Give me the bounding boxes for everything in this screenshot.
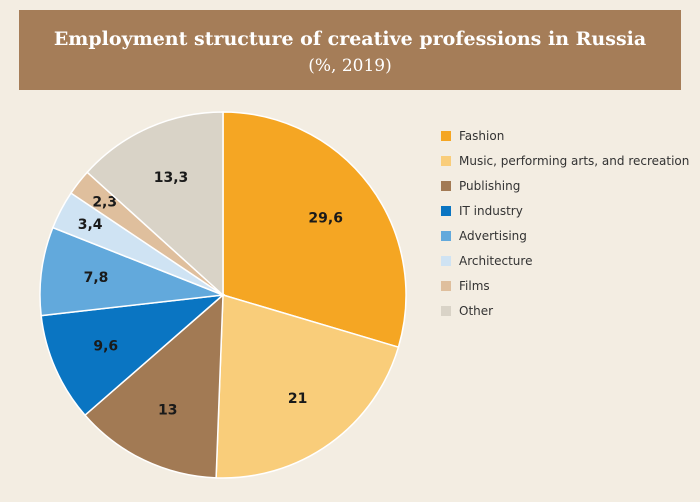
legend-label: Other [459,303,494,318]
chart-subtitle: (%, 2019) [308,56,392,76]
legend-item-publishing: Publishing [441,173,689,198]
legend-item-architecture: Architecture [441,248,689,273]
legend-swatch [441,205,451,216]
legend-swatch [441,180,451,191]
pie-slice-publishing [83,293,224,479]
legend-swatch [441,305,451,316]
legend-item-fashion: Fashion [441,123,689,148]
chart-header: Employment structure of creative profess… [19,10,681,90]
legend-item-music-performing-arts-and-recreation: Music, performing arts, and recreation [441,148,689,173]
data-label-fashion: 29,6 [308,210,343,226]
legend-label: Music, performing arts, and recreation [459,153,690,168]
data-label-publishing: 13 [158,403,177,419]
data-label-films: 2,3 [92,195,117,211]
pie-slice-it-industry [40,293,226,417]
data-label-architecture: 3,4 [78,217,103,233]
legend-swatch [441,280,451,291]
chart-title: Employment structure of creative profess… [53,28,647,50]
legend-label: Fashion [459,128,505,143]
pie-slice-fashion [222,111,407,349]
data-label-it-industry: 9,6 [93,339,118,355]
data-label-other: 13,3 [154,170,189,186]
data-label-advertising: 7,8 [84,270,109,286]
legend-item-films: Films [441,273,689,298]
chart-legend: Fashion Music, performing arts, and recre… [441,123,689,323]
legend-swatch [441,155,451,166]
data-label-music-performing-arts-and-recreation: 21 [288,391,307,407]
legend-label: Publishing [459,178,521,193]
legend-swatch [441,255,451,266]
legend-label: IT industry [459,203,523,218]
legend-item-other: Other [441,298,689,323]
legend-label: Architecture [459,253,533,268]
pie-slice-music-performing-arts-and-recreation [215,294,400,479]
legend-label: Films [459,278,490,293]
legend-item-advertising: Advertising [441,223,689,248]
legend-item-it-industry: IT industry [441,198,689,223]
legend-label: Advertising [459,228,527,243]
pie-slice-other [86,111,224,297]
legend-swatch [441,230,451,241]
legend-swatch [441,130,451,141]
